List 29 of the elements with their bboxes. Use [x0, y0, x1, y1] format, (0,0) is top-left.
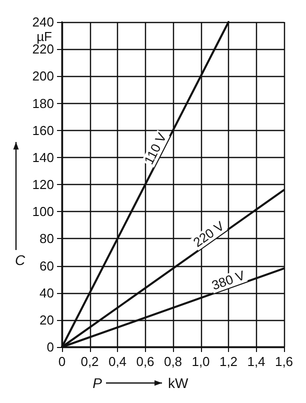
x-tick-label: 0,2: [80, 354, 99, 369]
x-tick-label: 1,4: [247, 354, 266, 369]
text: 380 V: [210, 267, 248, 293]
x-tick-label: 0,8: [164, 354, 182, 369]
y-tick-label: 80: [40, 231, 54, 246]
y-tick-label: 60: [40, 258, 54, 274]
y-tick-label: 200: [32, 68, 54, 84]
text: µF: [36, 29, 52, 44]
y-tick-label: 20: [40, 312, 54, 328]
text: 220 V: [190, 218, 228, 250]
x-axis-title: P: [92, 375, 103, 391]
x-tick-label: 0: [58, 354, 66, 369]
y-tick-label: 120: [32, 177, 54, 192]
y-tick-label: 160: [32, 122, 54, 138]
y-tick-label: 0: [46, 340, 54, 354]
x-tick-label: 0,4: [108, 354, 127, 369]
x-tick-label: 1,6: [274, 354, 294, 369]
y-axis-title: C: [14, 252, 26, 268]
y-tick-label: 180: [32, 96, 54, 111]
y-tick-label: 240: [32, 14, 54, 30]
y-tick-label: 220: [32, 42, 54, 57]
text: 110 V: [141, 130, 170, 167]
x-tick-label: 0,6: [136, 354, 154, 369]
text: kW: [168, 375, 189, 391]
y-tick-label: 140: [32, 150, 54, 165]
x-tick-label: 1,0: [192, 354, 210, 369]
x-tick-label: 1,2: [219, 354, 238, 369]
y-tick-label: 40: [40, 285, 54, 300]
y-tick-label: 100: [32, 204, 54, 220]
